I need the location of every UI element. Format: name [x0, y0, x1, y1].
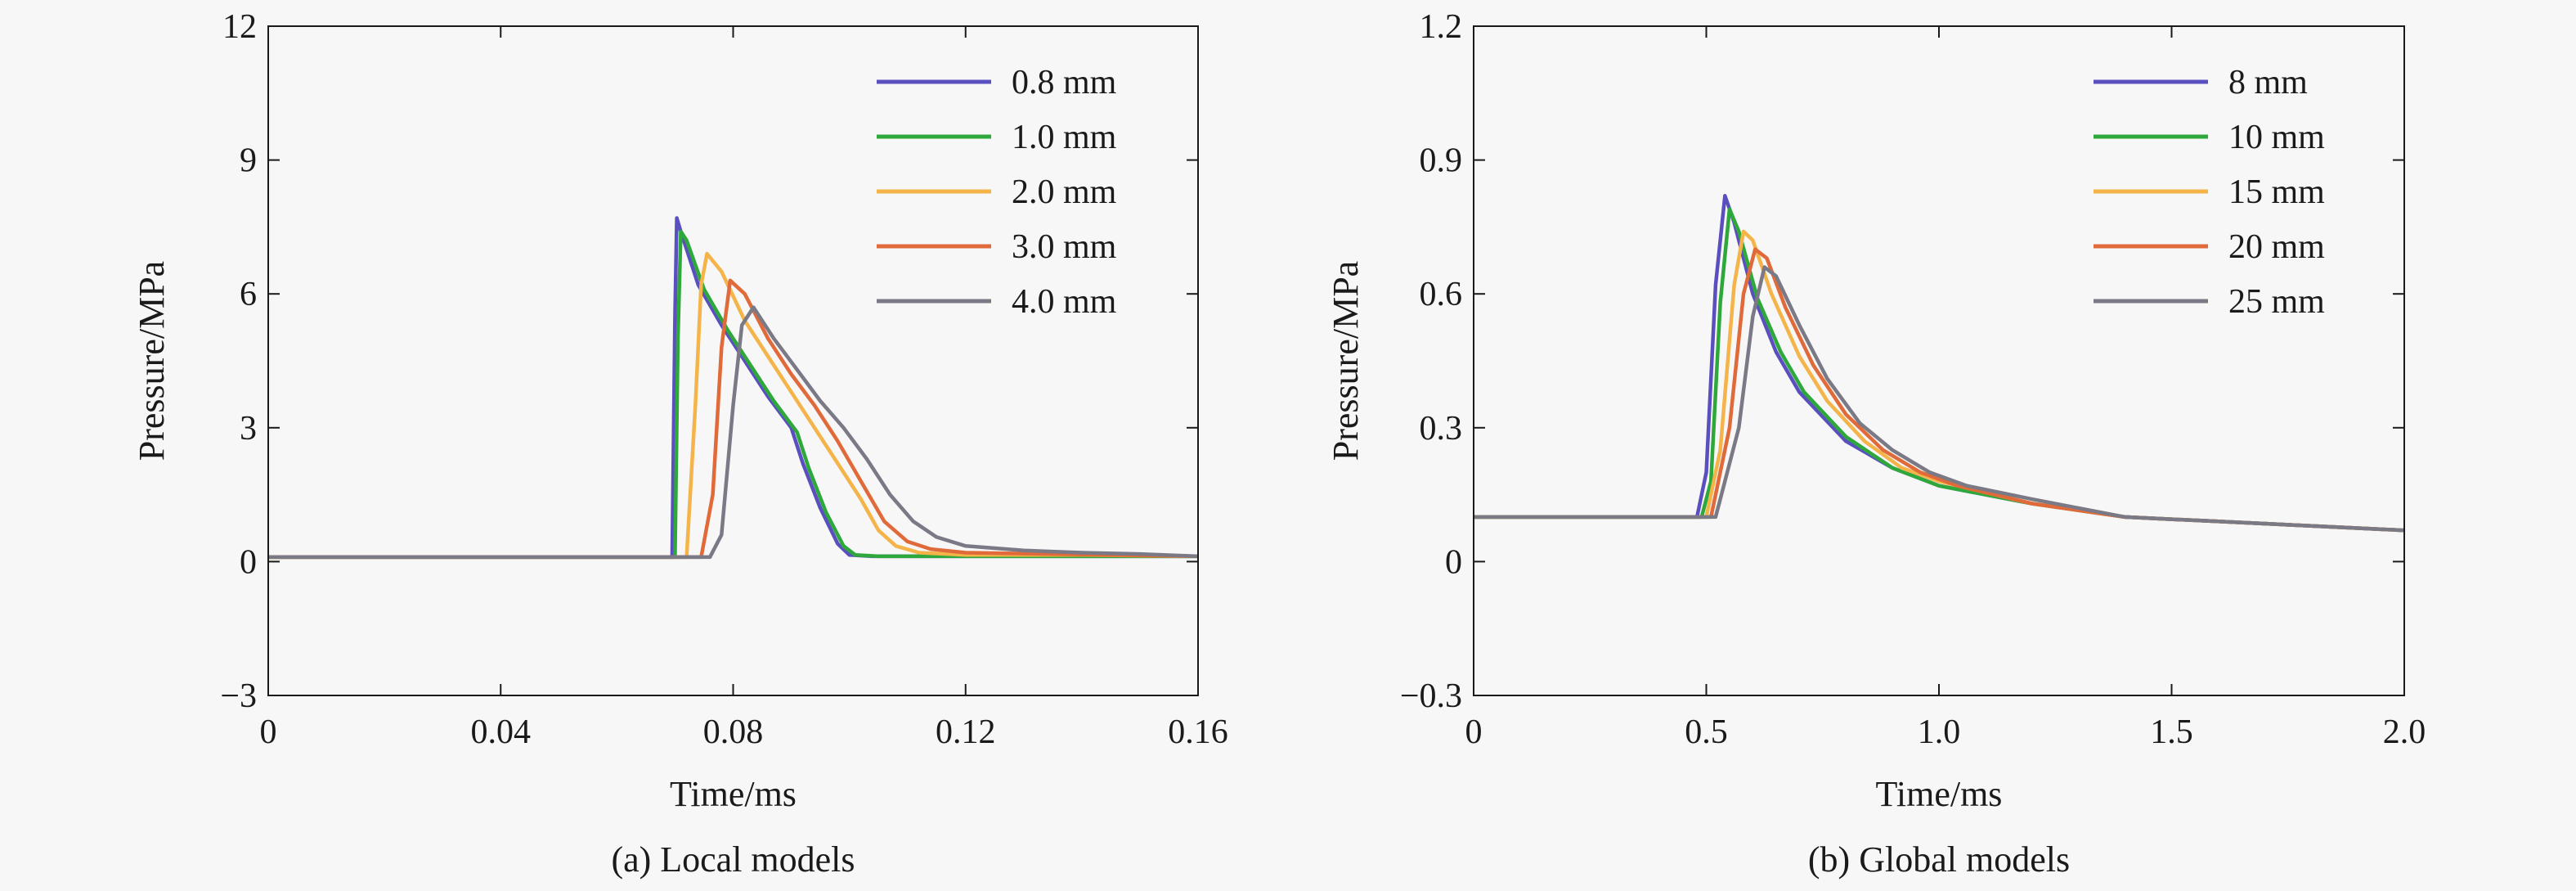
y-tick-label: 0.3 — [1420, 410, 1463, 448]
y-tick-label: 9 — [240, 142, 257, 180]
legend-label: 4.0 mm — [1012, 283, 1117, 321]
x-tick-label: 0.12 — [936, 713, 996, 751]
chart-panel-0: 0 0.04 0.08 0.12 0.16−3036912Time/msPressure… — [132, 8, 1228, 880]
y-axis-title: Pressure/MPa — [1326, 261, 1366, 461]
legend-label: 3.0 mm — [1012, 228, 1117, 266]
y-axis-title: Pressure/MPa — [132, 261, 172, 461]
chart-panel-1: 0 0.5 1.0 1.5 2.0−0.300.30.60.91.2Time/msPre… — [1326, 8, 2426, 880]
series-line-1 — [268, 229, 1198, 560]
legend: 8 mm 10 mm 15 mm 20 mm 25 mm — [2094, 64, 2325, 321]
y-tick-label: −0.3 — [1400, 677, 1462, 715]
x-tick-label: 0.5 — [1685, 713, 1728, 751]
series-line-4 — [268, 305, 1198, 560]
legend-label: 10 mm — [2228, 119, 2325, 156]
series-group — [1474, 193, 2404, 533]
x-tick-label: 0.16 — [1168, 713, 1228, 751]
x-tick-label: 0.08 — [703, 713, 764, 751]
y-tick-label: 1.2 — [1420, 8, 1463, 46]
x-tick-label: 0.04 — [471, 713, 532, 751]
legend-label: 25 mm — [2228, 283, 2325, 321]
series-group — [268, 216, 1198, 560]
y-tick-label: 6 — [240, 276, 257, 313]
y-tick-label: 0.9 — [1420, 142, 1463, 180]
x-tick-label: 0 — [1465, 713, 1483, 751]
x-tick-label: 0 — [260, 713, 277, 751]
y-tick-label: 0 — [240, 543, 257, 581]
x-axis-title: Time/ms — [670, 774, 797, 814]
x-tick-label: 1.5 — [2150, 713, 2193, 751]
panel-caption: (a) Local models — [611, 839, 855, 880]
panel-caption: (b) Global models — [1808, 839, 2070, 880]
series-line-2 — [268, 251, 1198, 560]
legend-label: 1.0 mm — [1012, 119, 1117, 156]
y-tick-label: 12 — [222, 8, 257, 46]
legend-label: 0.8 mm — [1012, 64, 1117, 101]
x-tick-label: 2.0 — [2383, 713, 2426, 751]
y-tick-label: 3 — [240, 410, 257, 448]
series-line-4 — [1474, 265, 2404, 533]
series-line-3 — [268, 278, 1198, 560]
legend-label: 15 mm — [2228, 173, 2325, 211]
legend: 0.8 mm 1.0 mm 2.0 mm 3.0 mm 4.0 mm — [877, 64, 1117, 321]
legend-label: 8 mm — [2228, 64, 2308, 101]
y-tick-label: 0.6 — [1420, 276, 1463, 313]
series-line-0 — [268, 216, 1198, 560]
x-axis-title: Time/ms — [1876, 774, 2003, 814]
y-tick-label: 0 — [1445, 543, 1462, 581]
legend-label: 20 mm — [2228, 228, 2325, 266]
y-tick-label: −3 — [220, 677, 257, 715]
x-tick-label: 1.0 — [1918, 713, 1961, 751]
legend-label: 2.0 mm — [1012, 173, 1117, 211]
